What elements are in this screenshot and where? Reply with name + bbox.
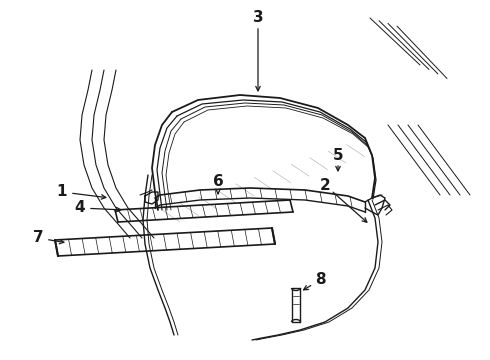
Text: 7: 7 [33,230,43,246]
Text: 4: 4 [74,201,85,216]
Text: 1: 1 [57,184,67,199]
Text: 5: 5 [333,148,343,162]
Text: 3: 3 [253,10,263,26]
Text: 6: 6 [213,175,223,189]
Text: 8: 8 [315,273,325,288]
Text: 2: 2 [319,177,330,193]
